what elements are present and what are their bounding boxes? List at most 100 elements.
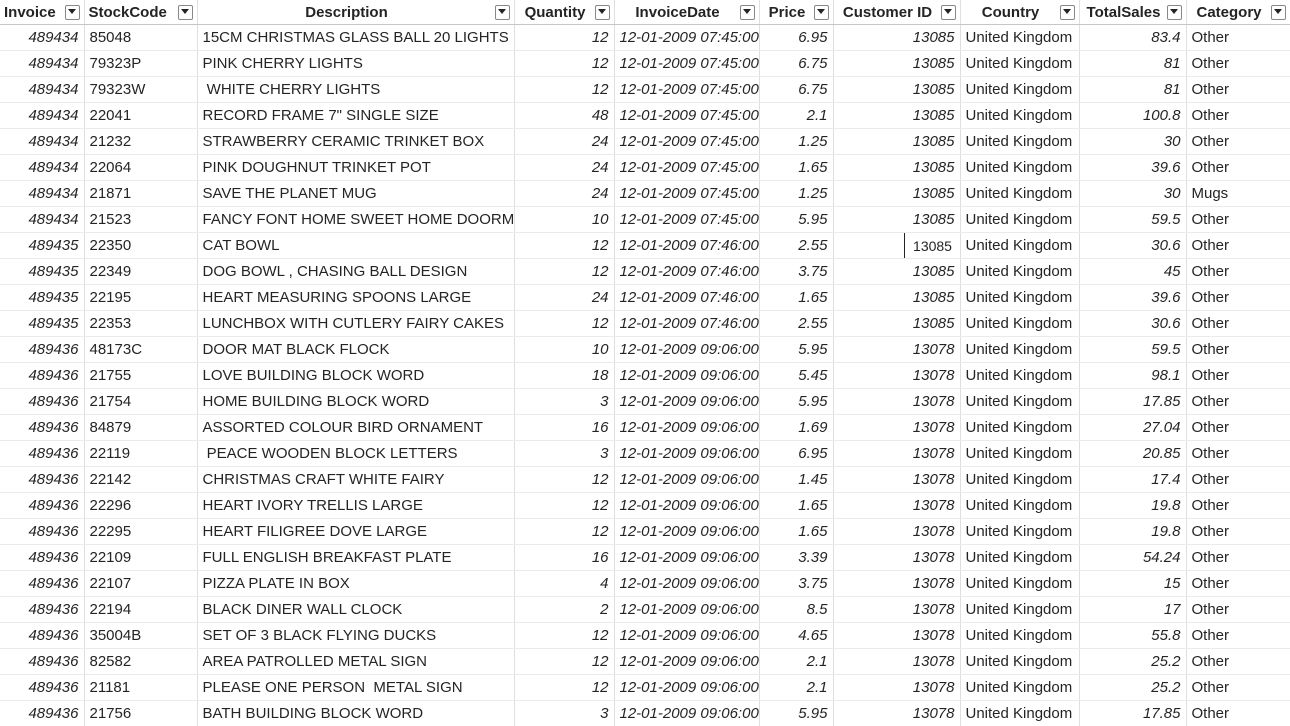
cell-invoice[interactable]: 489436 — [0, 362, 85, 389]
cell-stockcode[interactable]: 22119 — [84, 440, 198, 467]
cell-quantity[interactable]: 3 — [514, 700, 615, 726]
cell-category[interactable]: Other — [1186, 24, 1290, 51]
cell-price[interactable]: 3.75 — [759, 570, 834, 597]
cell-totalsales[interactable]: 30.6 — [1079, 310, 1187, 337]
cell-description[interactable]: SET OF 3 BLACK FLYING DUCKS — [197, 622, 515, 649]
cell-totalsales[interactable]: 17.85 — [1079, 388, 1187, 415]
cell-totalsales[interactable]: 54.24 — [1079, 544, 1187, 571]
cell-stockcode[interactable]: 22353 — [84, 310, 198, 337]
cell-category[interactable]: Other — [1186, 336, 1290, 363]
cell-description[interactable]: FANCY FONT HOME SWEET HOME DOORMAT — [197, 206, 515, 233]
cell-stockcode[interactable]: 22109 — [84, 544, 198, 571]
cell-country[interactable]: United Kingdom — [960, 206, 1080, 233]
cell-description[interactable]: DOOR MAT BLACK FLOCK — [197, 336, 515, 363]
cell-country[interactable]: United Kingdom — [960, 466, 1080, 493]
cell-category[interactable]: Other — [1186, 414, 1290, 441]
cell-quantity[interactable]: 12 — [514, 76, 615, 103]
cell-invoicedate[interactable]: 12-01-2009 07:45:00 — [614, 24, 760, 51]
cell-quantity[interactable]: 3 — [514, 440, 615, 467]
filter-dropdown-button[interactable] — [1166, 4, 1182, 20]
cell-stockcode[interactable]: 22296 — [84, 492, 198, 519]
cell-description[interactable]: ASSORTED COLOUR BIRD ORNAMENT — [197, 414, 515, 441]
cell-invoice[interactable]: 489436 — [0, 622, 85, 649]
cell-invoice[interactable]: 489435 — [0, 310, 85, 337]
cell-quantity[interactable]: 12 — [514, 622, 615, 649]
cell-customer-id[interactable]: 13078 — [833, 362, 961, 389]
cell-invoicedate[interactable]: 12-01-2009 07:45:00 — [614, 102, 760, 129]
cell-stockcode[interactable]: 21523 — [84, 206, 198, 233]
cell-price[interactable]: 1.69 — [759, 414, 834, 441]
cell-customer-id[interactable]: 13085 — [833, 24, 961, 51]
cell-invoice[interactable]: 489434 — [0, 128, 85, 155]
cell-country[interactable]: United Kingdom — [960, 258, 1080, 285]
cell-stockcode[interactable]: 22107 — [84, 570, 198, 597]
cell-invoice[interactable]: 489436 — [0, 518, 85, 545]
cell-country[interactable]: United Kingdom — [960, 362, 1080, 389]
filter-dropdown-button[interactable] — [739, 4, 755, 20]
filter-dropdown-button[interactable] — [594, 4, 610, 20]
cell-customer-id[interactable]: 13085 — [833, 50, 961, 77]
cell-totalsales[interactable]: 39.6 — [1079, 284, 1187, 311]
cell-country[interactable]: United Kingdom — [960, 310, 1080, 337]
cell-quantity[interactable]: 4 — [514, 570, 615, 597]
cell-stockcode[interactable]: 82582 — [84, 648, 198, 675]
cell-description[interactable]: STRAWBERRY CERAMIC TRINKET BOX — [197, 128, 515, 155]
cell-country[interactable]: United Kingdom — [960, 336, 1080, 363]
cell-price[interactable]: 1.25 — [759, 180, 834, 207]
cell-category[interactable]: Other — [1186, 388, 1290, 415]
cell-invoice[interactable]: 489434 — [0, 154, 85, 181]
cell-customer-id[interactable]: 13078 — [833, 492, 961, 519]
selected-cell-editor[interactable]: 13085 — [903, 232, 959, 258]
cell-totalsales[interactable]: 19.8 — [1079, 518, 1187, 545]
cell-quantity[interactable]: 12 — [514, 466, 615, 493]
cell-price[interactable]: 6.75 — [759, 76, 834, 103]
cell-category[interactable]: Other — [1186, 284, 1290, 311]
cell-quantity[interactable]: 16 — [514, 414, 615, 441]
cell-invoice[interactable]: 489434 — [0, 102, 85, 129]
filter-dropdown-button[interactable] — [64, 4, 80, 20]
cell-customer-id[interactable]: 13078 — [833, 700, 961, 726]
cell-country[interactable]: United Kingdom — [960, 700, 1080, 726]
cell-totalsales[interactable]: 98.1 — [1079, 362, 1187, 389]
cell-price[interactable]: 1.65 — [759, 518, 834, 545]
cell-description[interactable]: CHRISTMAS CRAFT WHITE FAIRY — [197, 466, 515, 493]
cell-customer-id[interactable]: 13085 — [833, 284, 961, 311]
cell-stockcode[interactable]: 84879 — [84, 414, 198, 441]
cell-invoice[interactable]: 489436 — [0, 466, 85, 493]
cell-country[interactable]: United Kingdom — [960, 492, 1080, 519]
cell-invoicedate[interactable]: 12-01-2009 09:06:00 — [614, 674, 760, 701]
cell-description[interactable]: HEART FILIGREE DOVE LARGE — [197, 518, 515, 545]
cell-quantity[interactable]: 12 — [514, 24, 615, 51]
cell-quantity[interactable]: 3 — [514, 388, 615, 415]
column-header-stockcode[interactable]: StockCode — [84, 0, 198, 25]
cell-country[interactable]: United Kingdom — [960, 544, 1080, 571]
cell-category[interactable]: Other — [1186, 50, 1290, 77]
cell-totalsales[interactable]: 30.6 — [1079, 232, 1187, 259]
cell-stockcode[interactable]: 21756 — [84, 700, 198, 726]
cell-quantity[interactable]: 24 — [514, 154, 615, 181]
cell-country[interactable]: United Kingdom — [960, 128, 1080, 155]
cell-price[interactable]: 1.45 — [759, 466, 834, 493]
cell-invoice[interactable]: 489436 — [0, 440, 85, 467]
cell-category[interactable]: Other — [1186, 648, 1290, 675]
cell-invoice[interactable]: 489434 — [0, 180, 85, 207]
filter-dropdown-button[interactable] — [813, 4, 829, 20]
cell-invoice[interactable]: 489435 — [0, 284, 85, 311]
cell-price[interactable]: 8.5 — [759, 596, 834, 623]
cell-invoicedate[interactable]: 12-01-2009 09:06:00 — [614, 518, 760, 545]
cell-customer-id[interactable]: 13085 — [833, 232, 961, 259]
cell-invoicedate[interactable]: 12-01-2009 09:06:00 — [614, 596, 760, 623]
cell-invoicedate[interactable]: 12-01-2009 07:45:00 — [614, 128, 760, 155]
cell-customer-id[interactable]: 13078 — [833, 622, 961, 649]
cell-invoicedate[interactable]: 12-01-2009 07:45:00 — [614, 76, 760, 103]
cell-customer-id[interactable]: 13085 — [833, 258, 961, 285]
cell-country[interactable]: United Kingdom — [960, 76, 1080, 103]
cell-stockcode[interactable]: 22349 — [84, 258, 198, 285]
cell-country[interactable]: United Kingdom — [960, 414, 1080, 441]
cell-quantity[interactable]: 16 — [514, 544, 615, 571]
cell-country[interactable]: United Kingdom — [960, 284, 1080, 311]
cell-invoice[interactable]: 489436 — [0, 570, 85, 597]
cell-price[interactable]: 1.65 — [759, 492, 834, 519]
filter-dropdown-button[interactable] — [494, 4, 510, 20]
cell-category[interactable]: Other — [1186, 128, 1290, 155]
